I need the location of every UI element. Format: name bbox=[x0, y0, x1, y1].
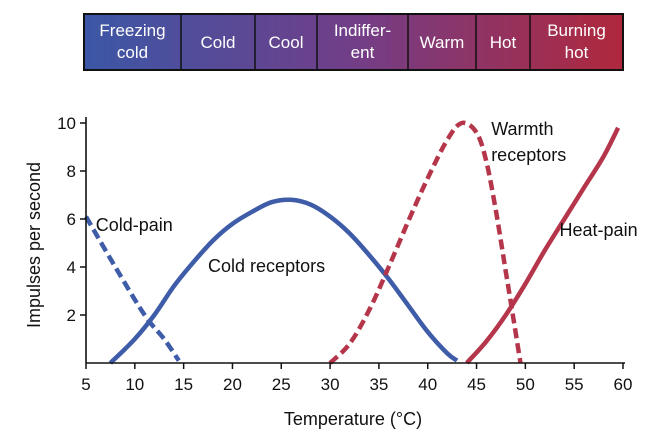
x-tick-label: 25 bbox=[272, 375, 291, 394]
y-tick-label: 4 bbox=[67, 258, 76, 277]
band-label: Freezing cold bbox=[99, 21, 165, 62]
x-tick-label: 55 bbox=[565, 375, 584, 394]
x-tick-label: 15 bbox=[174, 375, 193, 394]
curve-heat-pain bbox=[465, 126, 621, 365]
band-bar bbox=[83, 13, 624, 71]
x-tick-label: 45 bbox=[467, 375, 486, 394]
x-tick-label: 20 bbox=[223, 375, 242, 394]
band-label: Cool bbox=[269, 33, 304, 52]
x-tick-label: 10 bbox=[125, 375, 144, 394]
band-label-line: Hot bbox=[490, 33, 517, 52]
band-label: Burning hot bbox=[547, 21, 606, 62]
curve-label: Cold-pain bbox=[96, 215, 173, 235]
band-label-line: Burning bbox=[547, 21, 606, 40]
curve-label-line: receptors bbox=[491, 145, 566, 165]
curve-cold-pain bbox=[84, 215, 181, 362]
y-tick-label: 8 bbox=[67, 162, 76, 181]
band-label-line: Cool bbox=[269, 33, 304, 52]
curve-label-line: Cold receptors bbox=[208, 256, 325, 276]
curve-label: Heat-pain bbox=[560, 220, 638, 240]
band-label: Cold bbox=[201, 33, 236, 52]
y-tick-label: 2 bbox=[67, 306, 76, 325]
x-tick-label: 50 bbox=[516, 375, 535, 394]
curve-label: Cold receptors bbox=[208, 256, 325, 276]
curve-label: Warmth receptors bbox=[491, 119, 566, 165]
band-label-line: Indiffer- bbox=[334, 21, 391, 40]
curve-label-line: Cold-pain bbox=[96, 215, 173, 235]
band-label-line: Warm bbox=[420, 33, 465, 52]
x-tick-label: 40 bbox=[418, 375, 437, 394]
curve-label-line: Warmth bbox=[491, 119, 553, 139]
curves bbox=[84, 120, 621, 365]
curve-label-line: Heat-pain bbox=[560, 220, 638, 240]
band-label-line: Freezing bbox=[99, 21, 165, 40]
x-tick-label: 5 bbox=[81, 375, 90, 394]
band-label: Indiffer-ent bbox=[334, 21, 391, 62]
x-axis-title: Temperature (°C) bbox=[284, 409, 422, 429]
band-label-line: ent bbox=[351, 43, 375, 62]
band-label: Warm bbox=[420, 33, 465, 52]
x-tick-label: 35 bbox=[369, 375, 388, 394]
curve-cold-receptors bbox=[108, 197, 459, 365]
sensation-band: Freezing cold Cold Cool Indiffer-ent Warm Hot B… bbox=[83, 13, 624, 71]
x-tick-label: 60 bbox=[614, 375, 633, 394]
y-axis-title: Impulses per second bbox=[24, 162, 44, 328]
band-label-line: Cold bbox=[201, 33, 236, 52]
axes: 5 10 15 20 25 30 35 40 45 50 55 60 2 4 6 8 10 bbox=[57, 114, 632, 394]
y-tick-label: 10 bbox=[57, 114, 76, 133]
annotations: Cold-pain Cold receptors Warmth receptors He… bbox=[96, 119, 638, 276]
y-tick-label: 6 bbox=[67, 210, 76, 229]
x-tick-label: 30 bbox=[321, 375, 340, 394]
band-label-line: hot bbox=[565, 43, 589, 62]
band-label: Hot bbox=[490, 33, 517, 52]
band-label-line: cold bbox=[117, 43, 148, 62]
